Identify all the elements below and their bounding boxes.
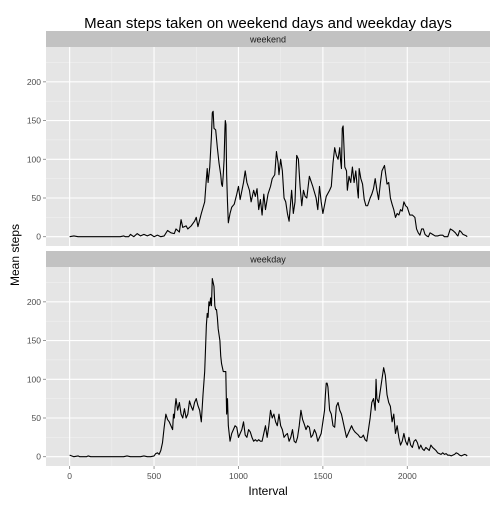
x-tick-label: 2000	[398, 471, 417, 481]
strip-label: weekday	[249, 255, 286, 265]
y-tick-label: 0	[36, 452, 41, 462]
panel-weekend: weekend 0 50 100 150 200	[27, 31, 490, 246]
series-line-weekend	[69, 110, 468, 238]
y-tick-label: 100	[27, 154, 41, 164]
panel-weekday: weekday 0 50 100 150 200	[27, 251, 490, 466]
x-tick-label: 1500	[313, 471, 332, 481]
y-axis-label: Mean steps	[8, 224, 22, 286]
x-axis: 0 500 1000 1500 2000	[67, 466, 417, 481]
strip-label: weekend	[249, 35, 286, 45]
panel-background	[46, 47, 490, 246]
y-tick-label: 0	[36, 232, 41, 242]
y-tick-label: 150	[27, 116, 41, 126]
y-tick-label: 150	[27, 336, 41, 346]
x-axis-label: Interval	[248, 484, 287, 498]
strip-background	[46, 251, 490, 267]
series-line-weekday	[69, 278, 468, 458]
strip-background	[46, 31, 490, 47]
y-tick-label: 100	[27, 374, 41, 384]
panel-background	[46, 267, 490, 466]
x-tick-label: 1000	[229, 471, 248, 481]
chart-title: Mean steps taken on weekend days and wee…	[84, 15, 452, 32]
y-tick-label: 200	[27, 77, 41, 87]
y-tick-label: 50	[32, 413, 42, 423]
y-tick-label: 200	[27, 297, 41, 307]
x-tick-label: 500	[147, 471, 161, 481]
x-tick-label: 0	[67, 471, 72, 481]
y-tick-label: 50	[32, 193, 42, 203]
